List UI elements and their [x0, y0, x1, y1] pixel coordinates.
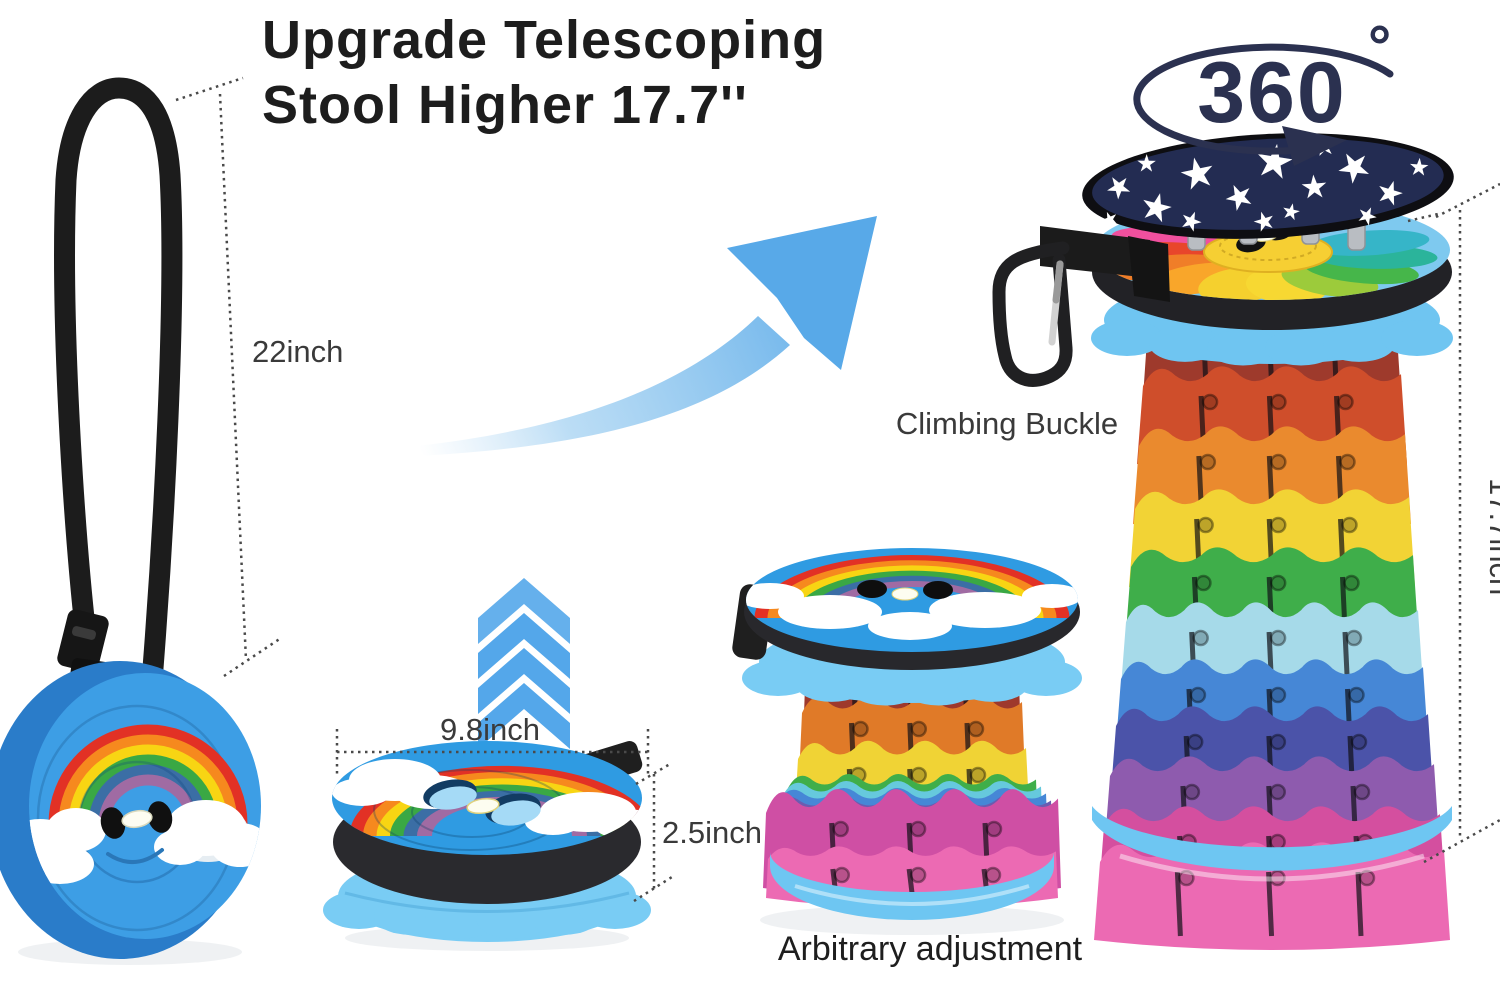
right-eye — [923, 581, 953, 599]
strap-length-label: 22inch — [252, 334, 343, 369]
seat-diameter-label: 9.8inch — [440, 712, 540, 747]
degree-symbol: ° — [1368, 14, 1391, 79]
left-eye — [100, 807, 126, 839]
svg-text:★: ★ — [1407, 153, 1430, 181]
mouth — [106, 848, 164, 864]
extended-height-label: 17.7inch — [1483, 478, 1500, 595]
folded-stool-top-view — [323, 741, 651, 951]
shoulder-strap — [54, 77, 183, 711]
rotation-label: 360 — [1197, 45, 1347, 141]
extended-height-dimension-line — [1407, 182, 1500, 864]
right-eye — [147, 801, 173, 833]
climbing-buckle-label: Climbing Buckle — [896, 406, 1118, 441]
title-line-1: Upgrade Telescoping — [262, 10, 826, 70]
fully-extended-stool: ★★★★★★★★★★★★★★★★ — [992, 129, 1454, 950]
seat-scallops — [1091, 320, 1453, 366]
half-extended-stool — [732, 548, 1082, 935]
carabiner-icon — [992, 241, 1073, 387]
telescoping-column — [763, 649, 1061, 920]
grow-arrow-icon — [416, 216, 877, 456]
cap-scallops — [742, 660, 1082, 706]
folded-height-dimension-line — [633, 762, 673, 903]
strap-dimension-line — [175, 76, 282, 678]
logo-oval — [891, 587, 919, 601]
svg-text:★: ★ — [1299, 168, 1330, 206]
clouds — [746, 583, 1078, 640]
adjustment-caption: Arbitrary adjustment — [778, 930, 1083, 968]
rainbow-graphic — [48, 724, 248, 825]
folded-height-label: 2.5inch — [662, 815, 762, 850]
diameter-dimension-line — [335, 729, 650, 776]
rotation-360-icon — [1133, 43, 1394, 166]
telescoping-column — [1092, 317, 1452, 950]
svg-text:★: ★ — [1136, 150, 1158, 177]
folded-stool-with-strap — [0, 77, 261, 965]
star-cushion: ★★★★★★★★★★★★★★★★ — [1082, 129, 1454, 239]
climbing-buckle — [992, 226, 1170, 387]
left-eye — [857, 580, 887, 598]
title-line-2: Stool Higher 17.7'' — [262, 75, 748, 135]
logo-oval — [466, 797, 500, 815]
button-eyes — [423, 779, 541, 826]
logo-oval — [121, 809, 153, 829]
